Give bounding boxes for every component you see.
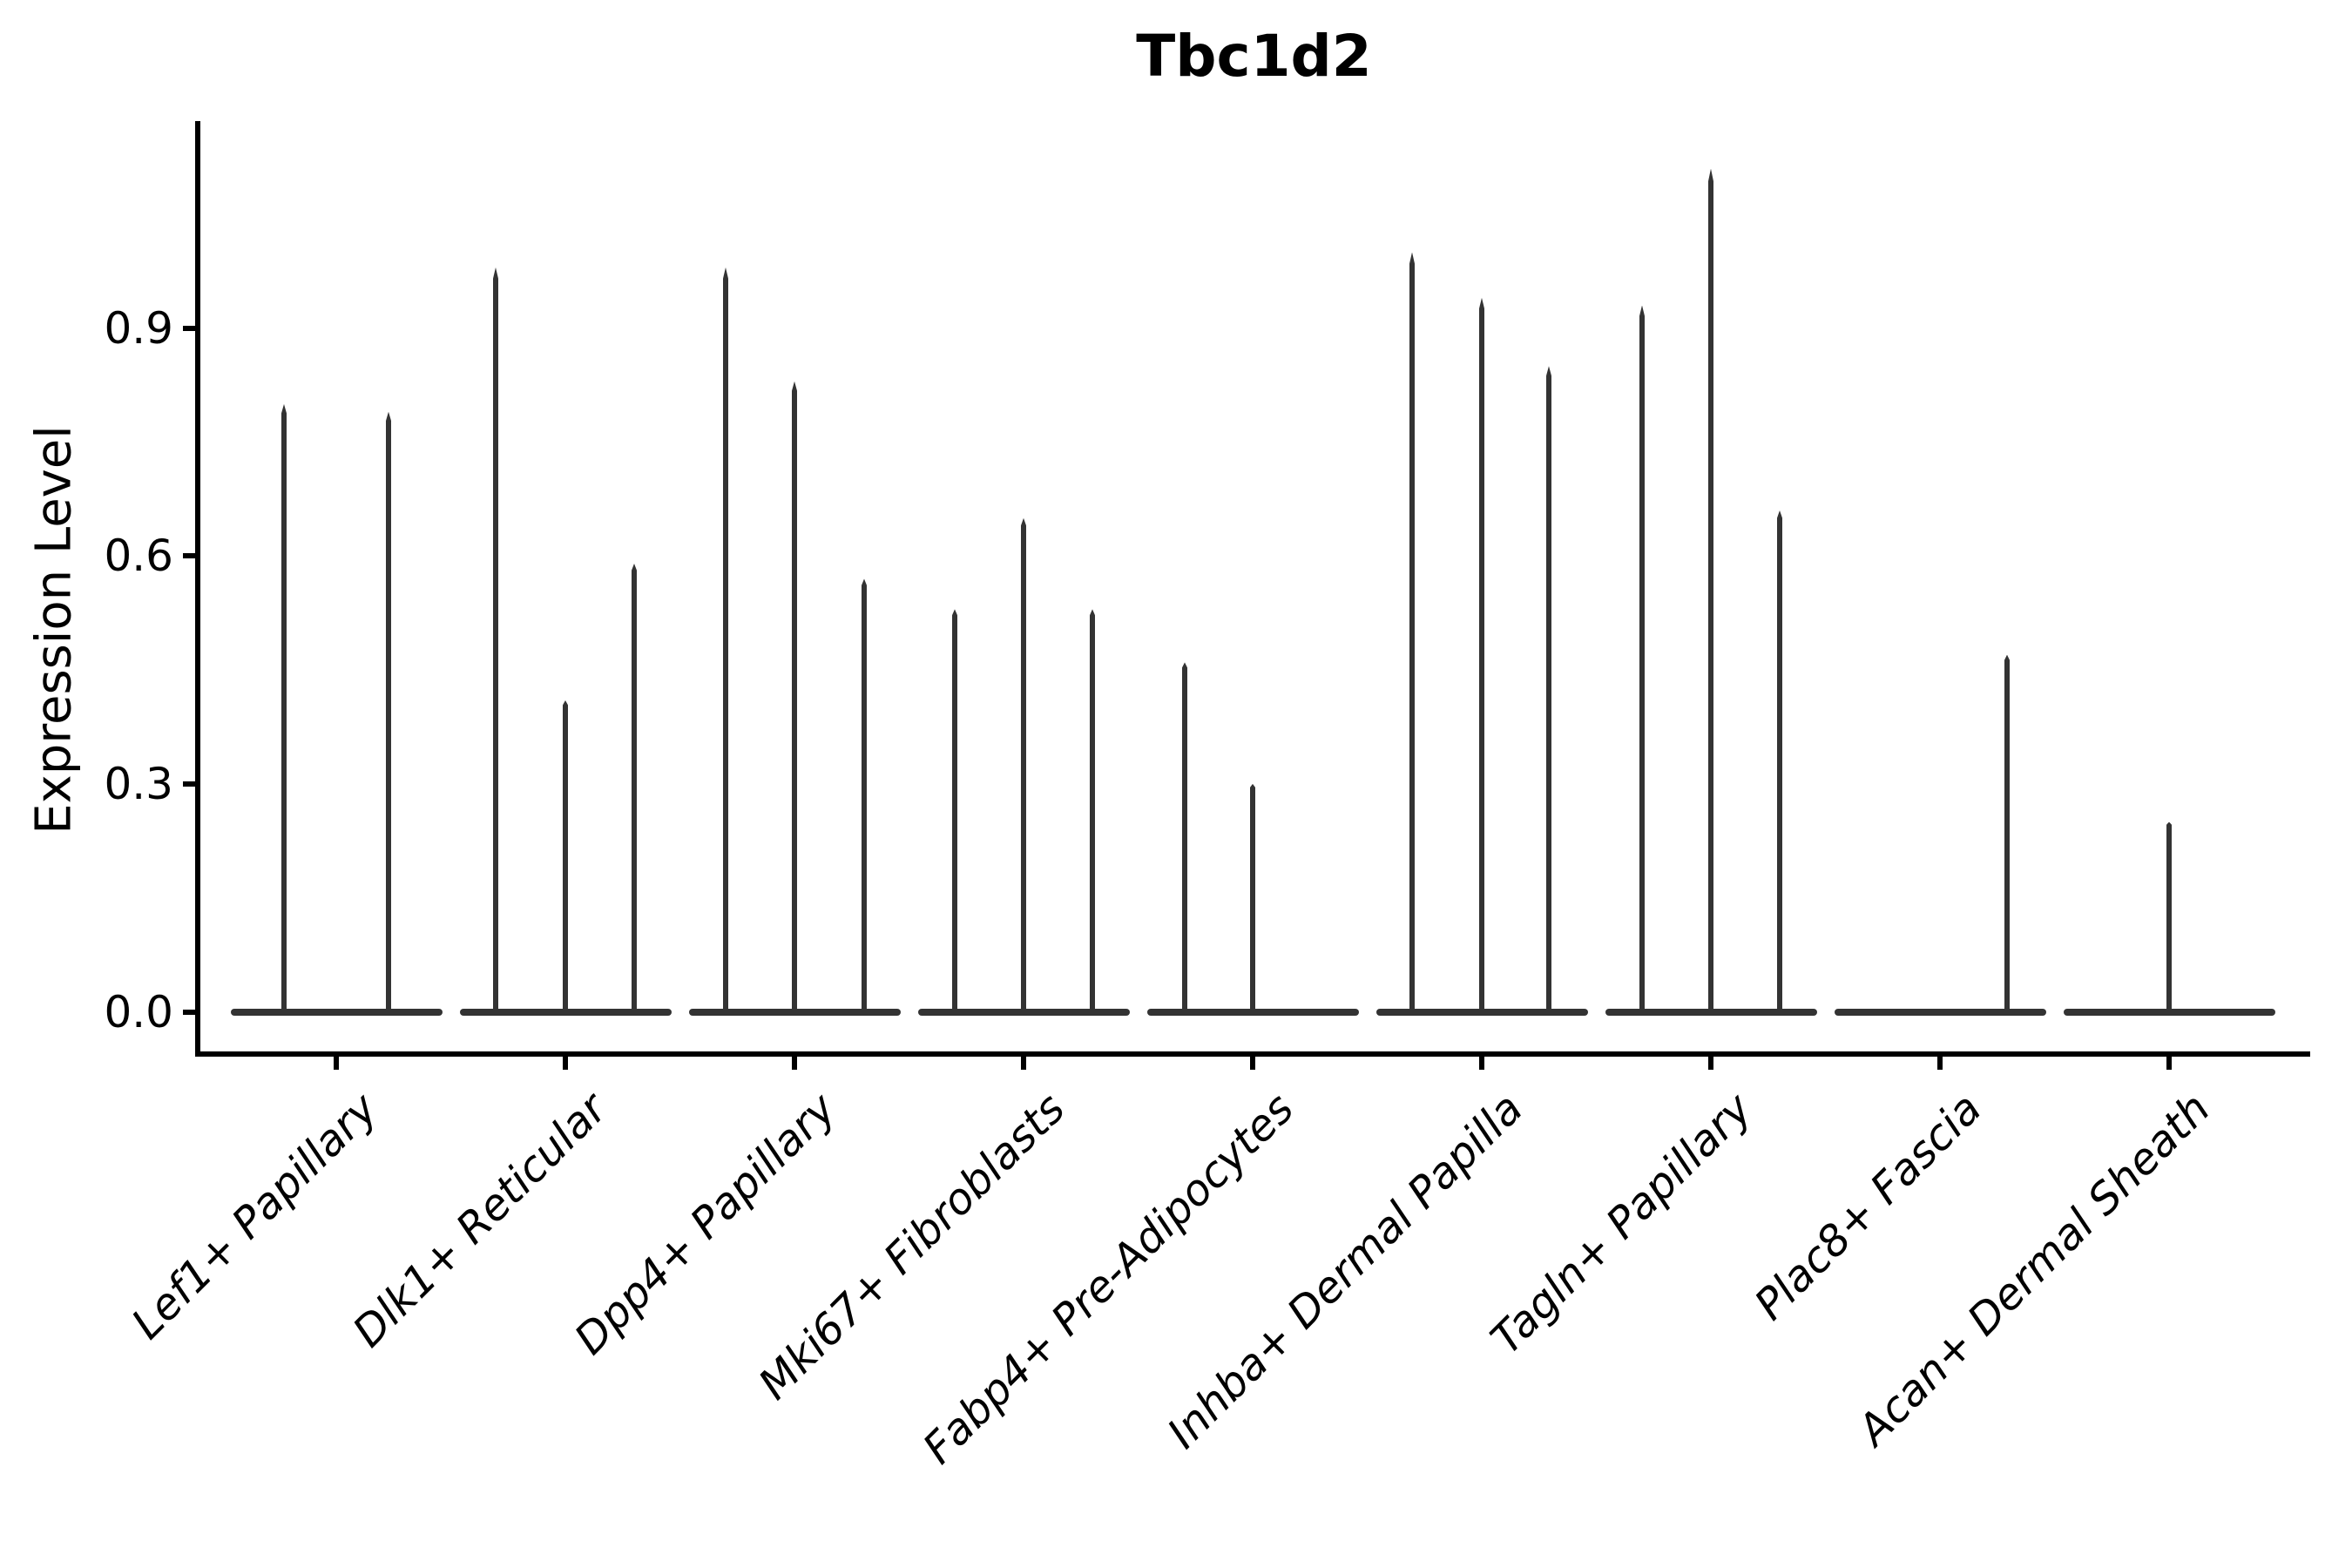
violin-spike	[493, 267, 498, 1012]
violin-spike	[2004, 654, 2010, 1012]
violin-base	[688, 1008, 901, 1016]
violin-spike	[723, 267, 728, 1012]
x-tick-mark	[1479, 1057, 1484, 1070]
violin-base	[1605, 1008, 1817, 1016]
x-tick-mark	[792, 1057, 797, 1070]
violin-spike	[1250, 783, 1255, 1012]
violin-spike	[1546, 366, 1551, 1012]
violin-spike	[1639, 305, 1645, 1012]
violin-spike	[952, 609, 957, 1012]
violin-spike	[862, 578, 867, 1012]
y-axis-label: Expression Level	[25, 425, 83, 835]
x-tick-mark	[1937, 1057, 1943, 1070]
y-tick-mark	[183, 553, 198, 559]
violin-base	[230, 1008, 443, 1016]
violin-spike	[1090, 609, 1095, 1012]
x-tick-mark	[334, 1057, 339, 1070]
violin-spike	[1708, 168, 1713, 1012]
violin-spike	[1479, 297, 1484, 1012]
x-tick-label: Dlk1+ Reticular	[342, 1084, 617, 1357]
x-tick-mark	[563, 1057, 568, 1070]
violin-spike	[2166, 821, 2172, 1012]
x-tick-label: Plac8+ Fascia	[1744, 1084, 1991, 1330]
x-tick-mark	[1250, 1057, 1255, 1070]
y-tick-label: 0.0	[104, 986, 173, 1037]
y-tick-mark	[183, 1009, 198, 1015]
violin-spike	[792, 381, 797, 1012]
violin-spike	[563, 700, 568, 1012]
y-tick-label: 0.9	[104, 302, 173, 354]
violin-base	[459, 1008, 672, 1016]
violin-spike	[632, 564, 637, 1012]
violin-spike	[1409, 252, 1415, 1012]
x-tick-mark	[2166, 1057, 2172, 1070]
x-tick-label: Fabp4+ Pre-Adipocytes	[913, 1084, 1304, 1474]
x-axis-spine	[195, 1051, 2310, 1057]
violin-base	[1834, 1008, 2046, 1016]
violin-spike	[386, 411, 391, 1012]
x-tick-mark	[1021, 1057, 1026, 1070]
violin-spike	[1021, 517, 1026, 1012]
violin-spike	[1777, 510, 1782, 1012]
violin-spike	[1182, 662, 1187, 1012]
y-tick-mark	[183, 781, 198, 787]
page-title: Tbc1d2	[1136, 23, 1372, 90]
y-axis-spine	[195, 121, 200, 1057]
violin-base	[1375, 1008, 1588, 1016]
x-tick-label: Lef1+ Papillary	[122, 1084, 388, 1349]
violin-base	[917, 1008, 1130, 1016]
y-tick-label: 0.6	[104, 531, 173, 582]
violin-base	[1146, 1008, 1359, 1016]
x-tick-mark	[1708, 1057, 1713, 1070]
y-tick-label: 0.3	[104, 758, 173, 809]
violin-base	[2063, 1008, 2275, 1016]
y-tick-mark	[183, 325, 198, 331]
violin-spike	[281, 403, 287, 1012]
